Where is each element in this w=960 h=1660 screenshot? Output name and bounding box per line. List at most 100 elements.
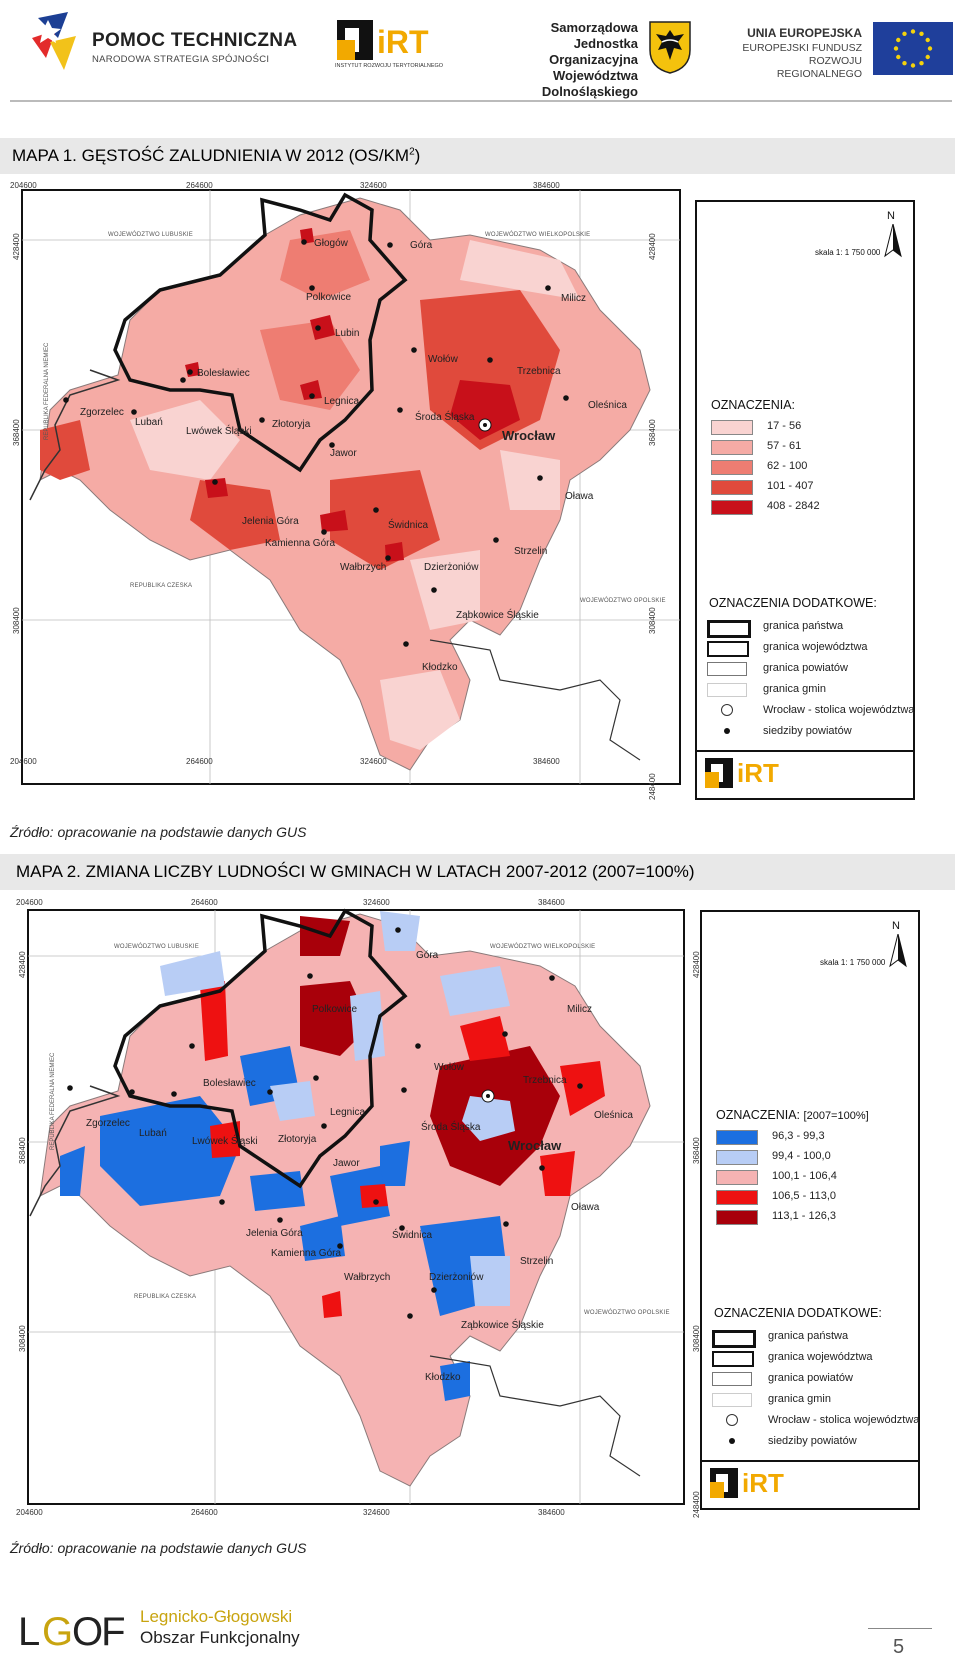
map2-legend-swatch	[716, 1150, 758, 1165]
map1-city-label: Wałbrzych	[340, 562, 387, 573]
map1-legend-title: OZNACZENIA:	[711, 398, 796, 412]
map1-region-label: WOJEWÓDZTWO WIELKOPOLSKIE	[485, 232, 591, 238]
eu-title: UNIA EUROPEJSKA	[747, 26, 862, 40]
map1-tick-x: 384600	[533, 181, 560, 190]
map1-county-seat-dot	[187, 369, 193, 375]
map2-tick-x: 324600	[363, 898, 390, 907]
map1-county-seat-dot	[537, 475, 543, 481]
jo-line: Jednostka Organizacyjna	[549, 36, 638, 67]
map1-county-seat-dot	[321, 529, 327, 535]
lgof-logo-icon: L G OF	[18, 1610, 126, 1654]
map2-region-label: WOJEWÓDZTWO WIELKOPOLSKIE	[490, 944, 596, 950]
map2-county-seat-dot	[502, 1031, 508, 1037]
map2-lgof-boundary	[113, 908, 408, 1189]
map1-county-seat-dot	[315, 325, 321, 331]
map2-legend-swatch	[716, 1130, 758, 1145]
map2-legend-label: 100,1 - 106,4	[772, 1170, 837, 1182]
map2-tick-x: 264600	[191, 898, 218, 907]
irt-logo-subtitle: INSTYTUT ROZWOJU TERYTORIALNEGO	[335, 63, 444, 69]
map2-capital-label: Wrocław	[508, 1138, 562, 1153]
svg-text:OF: OF	[72, 1610, 124, 1654]
map1-county-seat-dot	[212, 479, 218, 485]
map2-title: MAPA 2. ZMIANA LICZBY LUDNOŚCI W GMINACH…	[16, 862, 695, 881]
footer-line2: Obszar Funkcjonalny	[140, 1628, 300, 1647]
map1-capital-label: Wrocław	[502, 428, 556, 443]
jo-line: Województwa Dolnośląskiego	[541, 68, 638, 99]
map2-county-seat-dot	[67, 1085, 73, 1091]
map1-tick-x: 204600	[10, 757, 37, 766]
pomoc-techniczna-subtitle: NARODOWA STRATEGIA SPÓJNOŚCI	[92, 54, 270, 65]
map1-city-label: Jelenia Góra	[242, 516, 299, 527]
map1-canvas	[21, 189, 681, 785]
map2-county-dot-icon	[729, 1438, 735, 1444]
map2-change-patches	[60, 911, 605, 1401]
map1-city-label: Zgorzelec	[80, 407, 124, 418]
jo-logo-text: Samorządowa Jednostka Organizacyjna Woje…	[488, 20, 638, 100]
map2-city-label: Góra	[416, 950, 439, 961]
map2-tick-x: 204600	[16, 898, 43, 907]
map1-scale: skala 1: 1 750 000	[815, 248, 881, 257]
map1-city-label: Góra	[410, 240, 433, 251]
map1-city-label: Lubin	[335, 328, 360, 339]
map1-city-label: Ząbkowice Śląskie	[456, 610, 539, 621]
map2-czech-border	[429, 1355, 641, 1477]
map1-county-seat-dot	[259, 417, 265, 423]
map1-county-seat-dot	[431, 587, 437, 593]
map1-legend2-label: granica województwa	[763, 641, 868, 653]
eu-flag-icon	[873, 22, 953, 75]
map2-city-label: Lwówek Śląski	[192, 1136, 258, 1147]
map2-city-label: Zgorzelec	[86, 1118, 130, 1129]
map1-city-label: Wołów	[428, 354, 458, 365]
map2-legend-note: [2007=100%]	[803, 1110, 869, 1122]
map2-city-label: Kłodzko	[425, 1372, 461, 1383]
eu-subtitle-line: EUROPEJSKI FUNDUSZ	[742, 42, 862, 54]
map1-city-label: Jawor	[330, 448, 357, 459]
map2-capital-ring-icon	[726, 1414, 738, 1426]
map2-county-seat-dot	[539, 1165, 545, 1171]
map1-density-patches	[40, 228, 580, 750]
map1-legend-label: 57 - 61	[767, 440, 802, 452]
map2-county-seat-dot	[401, 1087, 407, 1093]
map1-county-seat-dots	[63, 239, 569, 647]
pomoc-techniczna-logo-icon	[32, 12, 76, 70]
map2-legend2-swatch	[712, 1351, 754, 1367]
map1-tick-y: 428400	[648, 233, 657, 260]
map1-legend-irt-text: iRT	[737, 758, 779, 788]
map1-legend2-label: granica państwa	[763, 620, 844, 632]
map2-legend2-swatch	[712, 1393, 752, 1407]
map2-tick-y: 428400	[18, 951, 27, 978]
map2-city-label: Ząbkowice Śląskie	[461, 1320, 544, 1331]
map1-city-label: Trzebnica	[517, 366, 561, 377]
map1-city-label: Złotoryja	[272, 419, 311, 430]
map1-city-label: Lwówek Śląski	[186, 426, 252, 437]
map2-city-label: Trzebnica	[523, 1075, 567, 1086]
map2-city-label: Dzierżoniów	[429, 1272, 484, 1283]
map1-county-seat-dot	[373, 507, 379, 513]
map1-legend-swatch	[711, 440, 753, 455]
map2-country-border	[29, 1085, 121, 1217]
map1-title-sup: 2	[409, 146, 415, 158]
map2-county-seat-dot	[267, 1089, 273, 1095]
map1-tick-x: 204600	[10, 181, 37, 190]
map1-tick-y: 428400	[12, 233, 21, 260]
map1-region-label: REPUBLIKA FEDERALNA NIEMIEC	[44, 342, 50, 440]
eu-star-icon	[927, 46, 933, 51]
map2-legend2-label: siedziby powiatów	[768, 1435, 857, 1447]
map2-tick-x: 324600	[363, 1508, 390, 1517]
map1-city-label: Głogów	[314, 238, 348, 249]
map1-county-seat-dot	[387, 242, 393, 248]
map1-legend-swatch	[711, 420, 753, 435]
map2-county-seat-dot	[277, 1217, 283, 1223]
map1-lgof-boundary	[113, 192, 408, 473]
eu-star-icon	[919, 31, 924, 36]
map2-county-seat-dot	[189, 1043, 195, 1049]
map1-tick-y: 368400	[648, 419, 657, 446]
map2-city-label: Złotoryja	[278, 1134, 317, 1145]
map2-legend-irt-text: iRT	[742, 1468, 784, 1498]
map2-legend-label: 96,3 - 99,3	[772, 1130, 825, 1142]
map2-scale: skala 1: 1 750 000	[820, 958, 886, 967]
map1-city-label: Strzelin	[514, 546, 548, 557]
map2-tick-y: 368400	[18, 1137, 27, 1164]
map2-city-label: Kamienna Góra	[271, 1248, 342, 1259]
map2-legend-label: 99,4 - 100,0	[772, 1150, 831, 1162]
